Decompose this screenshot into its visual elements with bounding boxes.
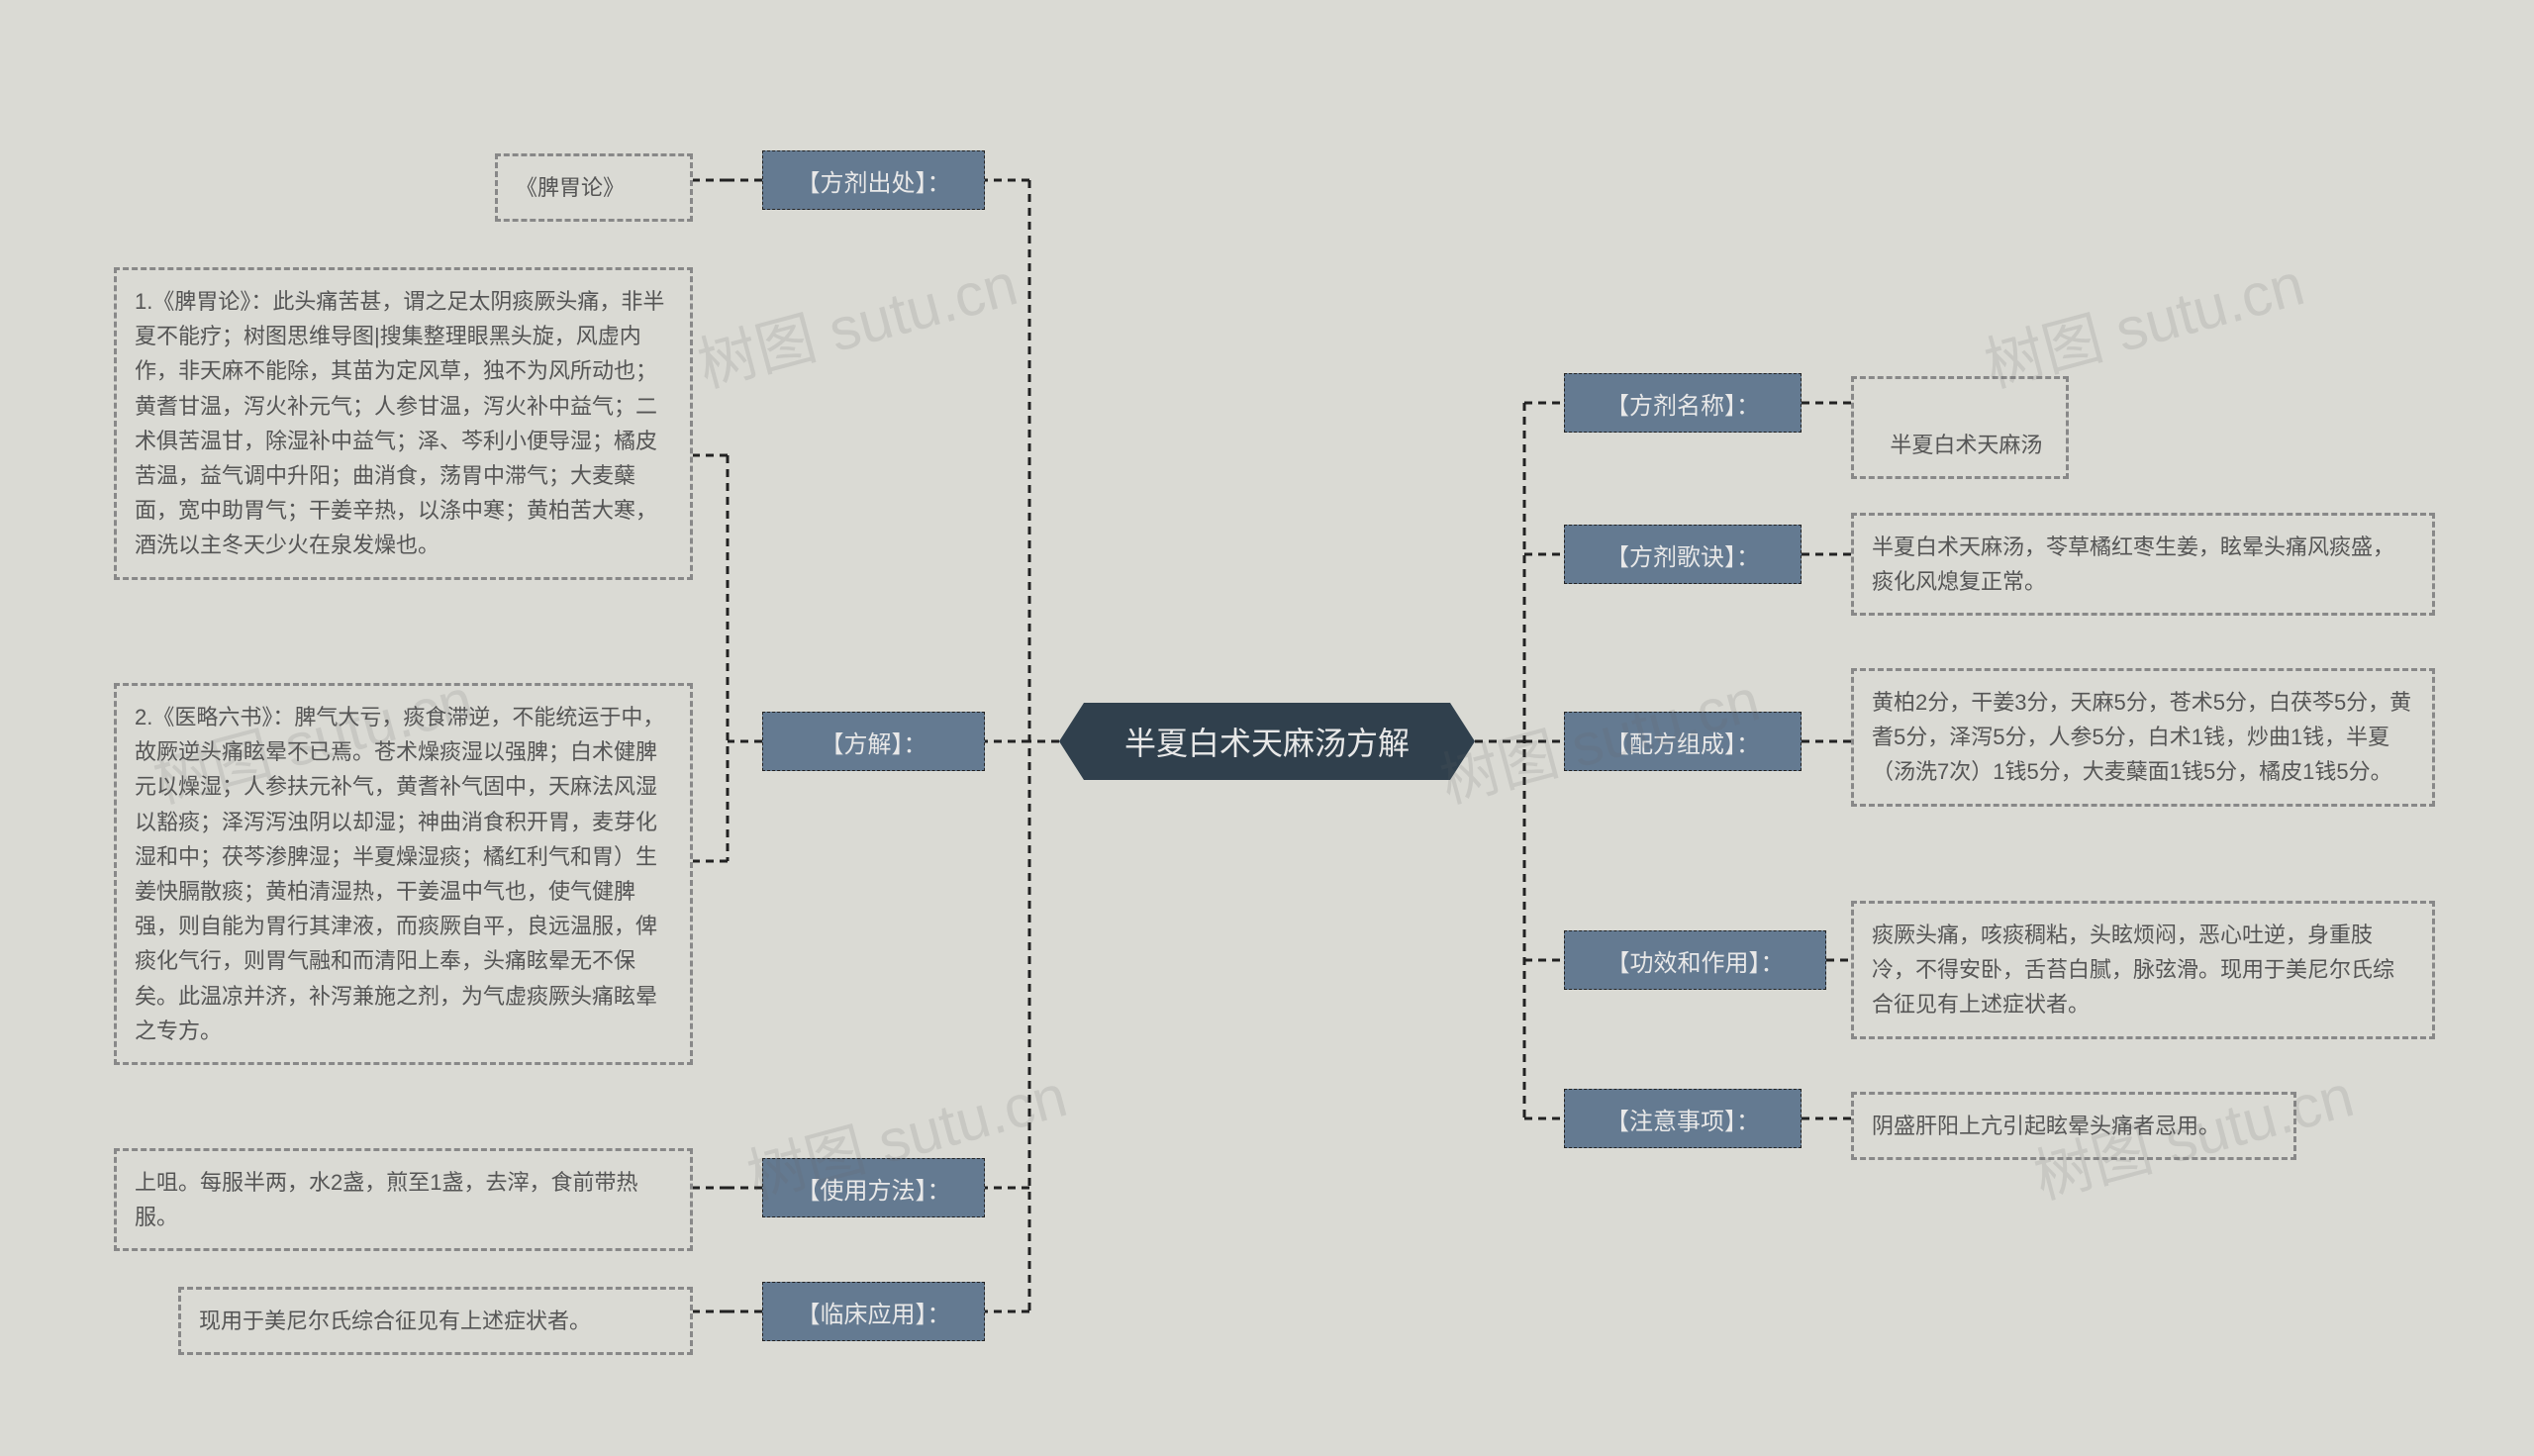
leaf-composition: 黄柏2分，干姜3分，天麻5分，苍术5分，白茯芩5分，黄耆5分，泽泻5分，人参5分… — [1851, 668, 2435, 807]
leaf-text: 阴盛肝阳上亢引起眩晕头痛者忌用。 — [1872, 1114, 2220, 1138]
leaf-source: 《脾胃论》 — [495, 153, 693, 222]
leaf-text: 黄柏2分，干姜3分，天麻5分，苍术5分，白茯芩5分，黄耆5分，泽泻5分，人参5分… — [1872, 690, 2411, 784]
leaf-clinical: 现用于美尼尔氏综合征见有上述症状者。 — [178, 1287, 693, 1355]
center-label: 半夏白术天麻汤方解 — [1124, 719, 1410, 764]
leaf-text: 半夏白术天麻汤 — [1884, 433, 2048, 457]
leaf-text: 2.《医略六书》：脾气大亏，痰食滞逆，不能统运于中，故厥逆头痛眩晕不已焉。苍术燥… — [135, 705, 664, 1043]
leaf-text: 痰厥头痛，咳痰稠粘，头眩烦闷，恶心吐逆，身重肢冷，不得安卧，舌苔白腻，脉弦滑。现… — [1872, 922, 2394, 1017]
leaf-fangjie-2: 2.《医略六书》：脾气大亏，痰食滞逆，不能统运于中，故厥逆头痛眩晕不已焉。苍术燥… — [114, 683, 693, 1065]
category-composition: 【配方组成】： — [1564, 712, 1802, 771]
watermark: 树图 sutu.cn — [687, 237, 1024, 404]
category-song: 【方剂歌诀】： — [1564, 525, 1802, 584]
category-label: 【方剂名称】： — [1606, 386, 1760, 421]
category-source: 【方剂出处】： — [762, 150, 985, 210]
leaf-text: 上咀。每服半两，水2盏，煎至1盏，去滓，食前带热服。 — [135, 1170, 637, 1229]
category-warnings: 【注意事项】： — [1564, 1089, 1802, 1148]
leaf-text: 半夏白术天麻汤，苓草橘红枣生姜，眩晕头痛风痰盛，痰化风熄复正常。 — [1872, 534, 2394, 594]
category-label: 【方剂出处】： — [797, 163, 951, 198]
leaf-name: 半夏白术天麻汤 — [1851, 376, 2069, 479]
leaf-warnings: 阴盛肝阳上亢引起眩晕头痛者忌用。 — [1851, 1092, 2296, 1160]
category-name: 【方剂名称】： — [1564, 373, 1802, 433]
category-label: 【注意事项】： — [1606, 1102, 1760, 1136]
category-fangjie: 【方解】： — [762, 712, 985, 771]
leaf-effects: 痰厥头痛，咳痰稠粘，头眩烦闷，恶心吐逆，身重肢冷，不得安卧，舌苔白腻，脉弦滑。现… — [1851, 901, 2435, 1039]
category-label: 【使用方法】： — [797, 1171, 951, 1206]
center-node: 半夏白术天麻汤方解 — [1059, 703, 1475, 780]
category-label: 【方解】： — [821, 725, 927, 759]
leaf-text: 现用于美尼尔氏综合征见有上述症状者。 — [199, 1309, 591, 1333]
leaf-usage: 上咀。每服半两，水2盏，煎至1盏，去滓，食前带热服。 — [114, 1148, 693, 1251]
category-label: 【功效和作用】： — [1607, 943, 1785, 978]
leaf-text: 1.《脾胃论》：此头痛苦甚，谓之足太阴痰厥头痛，非半夏不能疗；树图思维导图|搜集… — [135, 289, 664, 557]
category-label: 【临床应用】： — [797, 1295, 951, 1329]
leaf-fangjie-1: 1.《脾胃论》：此头痛苦甚，谓之足太阴痰厥头痛，非半夏不能疗；树图思维导图|搜集… — [114, 267, 693, 580]
leaf-song: 半夏白术天麻汤，苓草橘红枣生姜，眩晕头痛风痰盛，痰化风熄复正常。 — [1851, 513, 2435, 616]
category-label: 【配方组成】： — [1606, 725, 1760, 759]
category-label: 【方剂歌诀】： — [1606, 537, 1760, 572]
category-effects: 【功效和作用】： — [1564, 930, 1826, 990]
leaf-text: 《脾胃论》 — [516, 175, 625, 200]
category-clinical: 【临床应用】： — [762, 1282, 985, 1341]
category-usage: 【使用方法】： — [762, 1158, 985, 1217]
